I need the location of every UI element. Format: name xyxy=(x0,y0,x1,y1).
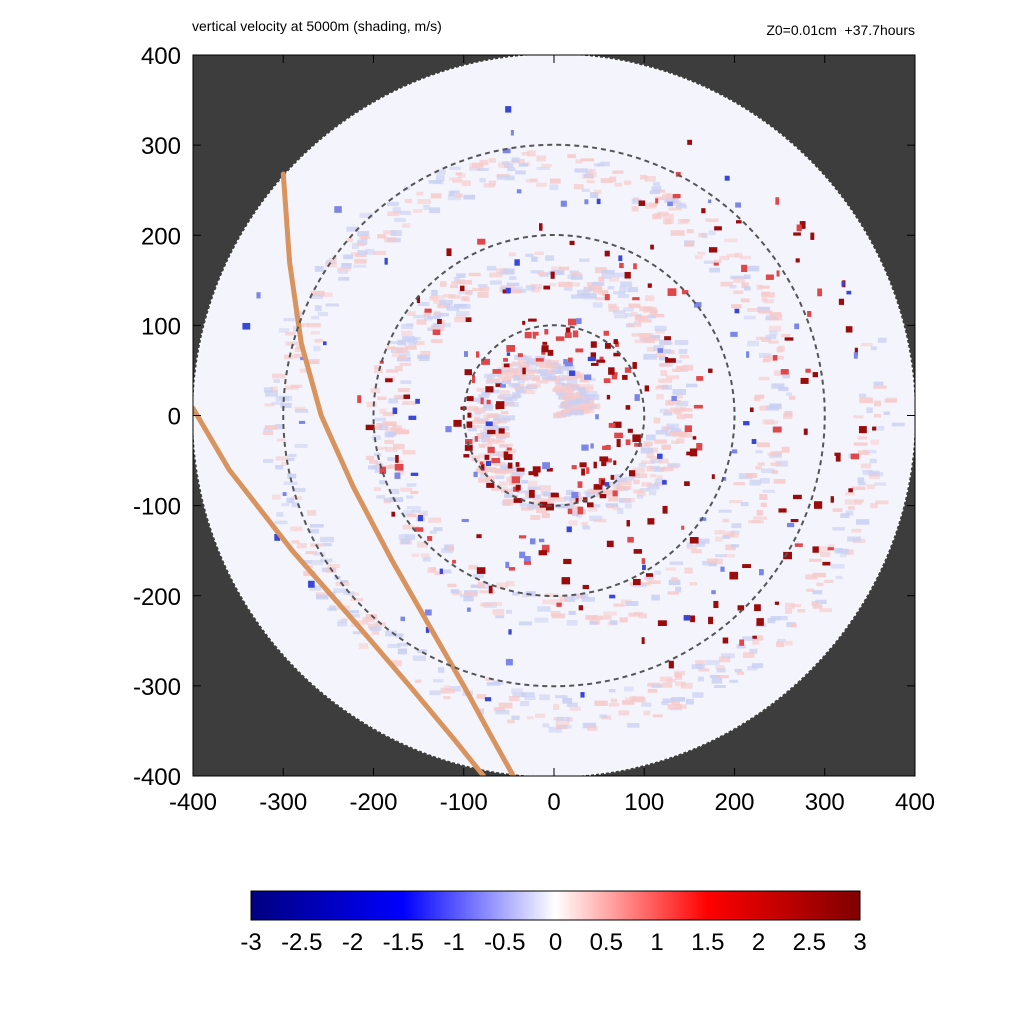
colorbar-tick-label: 0 xyxy=(549,929,562,956)
y-tick-label: -200 xyxy=(133,584,181,611)
x-tick-label: -200 xyxy=(349,789,397,816)
x-tick-label: 400 xyxy=(895,789,935,816)
colorbar-tick-label: -2.5 xyxy=(281,929,322,956)
y-tick-label: -300 xyxy=(133,674,181,701)
run-info-label: Z0=0.01cm +37.7hours xyxy=(766,22,915,38)
colorbar-tick-label: -2 xyxy=(342,929,363,956)
y-tick-label: 300 xyxy=(141,133,181,160)
colorbar-tick-label: -1 xyxy=(443,929,464,956)
chart-title: vertical velocity at 5000m (shading, m/s… xyxy=(192,18,442,34)
x-tick-label: 200 xyxy=(714,789,754,816)
radius-circle-200 xyxy=(372,234,736,597)
x-tick-label: -300 xyxy=(259,789,307,816)
x-tick-label: 300 xyxy=(805,789,845,816)
colorbar-tick-label: 1 xyxy=(650,929,663,956)
y-tick-label: -100 xyxy=(133,494,181,521)
radius-circle-100 xyxy=(462,324,646,507)
y-tick-label: 100 xyxy=(141,313,181,340)
y-tick-label: 0 xyxy=(168,404,181,431)
velocity-shading xyxy=(242,106,905,733)
y-tick-label: 200 xyxy=(141,223,181,250)
x-tick-label: -400 xyxy=(169,789,217,816)
colorbar-tick-label: 2 xyxy=(752,929,765,956)
y-tick-label: 400 xyxy=(141,43,181,70)
colorbar-tick-label: 2.5 xyxy=(793,929,826,956)
colorbar-tick-label: -0.5 xyxy=(484,929,525,956)
radius-circle-300 xyxy=(282,143,826,688)
x-tick-label: 100 xyxy=(624,789,664,816)
colorbar xyxy=(250,890,861,921)
colorbar-tick-label: 0.5 xyxy=(590,929,623,956)
coastline-2 xyxy=(193,405,487,776)
colorbar-tick-label: -3 xyxy=(240,929,261,956)
coastline-1 xyxy=(280,171,516,776)
colorbar-tick-label: 3 xyxy=(853,929,866,956)
colorbar-tick-label: 1.5 xyxy=(691,929,724,956)
colorbar-tick-label: -1.5 xyxy=(383,929,424,956)
y-tick-label: -400 xyxy=(133,764,181,791)
x-tick-label: 0 xyxy=(547,789,560,816)
x-tick-label: -100 xyxy=(440,789,488,816)
